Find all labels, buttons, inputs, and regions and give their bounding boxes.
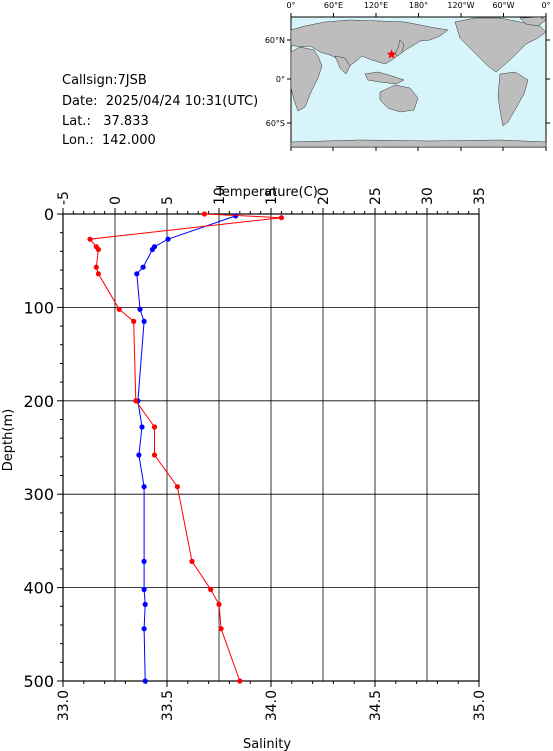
lon-value: 142.000 [102, 133, 156, 148]
salinity-data-point [131, 318, 137, 324]
temperature-data-point [141, 484, 147, 490]
depth-tick-label: 200 [23, 392, 54, 411]
temperature-profile-line [136, 215, 236, 682]
temperature-data-point [139, 424, 145, 430]
temperature-tick-label: 25 [368, 187, 384, 205]
salinity-data-point [87, 236, 93, 242]
temperature-axis-title: Temperature(C) [215, 185, 318, 200]
map-lon-tick-label: 60°E [324, 1, 343, 10]
land-greenland [519, 16, 547, 27]
temperature-data-point [141, 586, 147, 593]
salinity-axis-title: Salinity [243, 737, 291, 751]
map-longitude-ticks: 0° 60°E 120°E 180° 120°W 60°W 0° [286, 1, 551, 17]
land-north-america [454, 17, 547, 73]
temperature-tick-label: 5 [160, 196, 176, 205]
temperature-data-point [137, 306, 143, 312]
chart-grid [62, 213, 480, 682]
chart-series [87, 211, 284, 684]
salinity-tick-label: 35.0 [472, 690, 488, 721]
depth-tick-label: 0 [44, 205, 54, 224]
land-south-america [497, 71, 529, 127]
date-line: Date: 2025/04/24 10:31(UTC) [62, 93, 258, 111]
depth-tick-label: 400 [23, 579, 54, 598]
land-africa [290, 46, 323, 112]
temperature-tick-label: 30 [420, 187, 436, 205]
map-lon-tick-label: 60°W [492, 1, 514, 10]
temperature-tick-label: -5 [56, 191, 72, 205]
map-lat-tick-label: 60°N [265, 36, 285, 45]
depth-tick-label: 300 [23, 485, 54, 504]
station-marker-icon [386, 49, 397, 59]
salinity-data-point [93, 264, 99, 270]
lon-line: Lon.: 142.000 [62, 132, 156, 150]
map-latitude-ticks: 60°N 0° 60°S [265, 36, 550, 128]
salinity-data-point [278, 215, 284, 221]
lon-label: Lon.: [62, 133, 94, 148]
salinity-data-point [218, 626, 224, 632]
map-lat-tick-label: 0° [276, 75, 285, 84]
depth-axis-title: Depth(m) [1, 409, 16, 471]
callsign-label: Callsign: [62, 73, 118, 88]
map-bottom-ticks [290, 147, 547, 151]
date-label: Date: [62, 94, 98, 109]
temperature-tick-label: 20 [316, 187, 332, 205]
temperature-data-point [142, 601, 148, 608]
temperature-data-point [140, 264, 146, 270]
world-map: 0° 60°E 120°E 180° 120°W 60°W 0° 60°N 0° 60°S [265, 1, 551, 151]
salinity-profile-line [89, 213, 282, 682]
temperature-tick-label: 35 [472, 187, 488, 205]
temperature-data-point [149, 246, 155, 253]
callsign-line: Callsign:7JSB [62, 72, 147, 90]
salinity-data-point [95, 271, 101, 277]
map-lon-tick-label: 120°E [364, 1, 388, 10]
salinity-data-point [116, 306, 122, 312]
temperature-data-point [141, 626, 147, 632]
salinity-tick-label: 34.5 [368, 690, 384, 721]
temperature-tick-label: 0 [108, 196, 124, 205]
callsign-value: 7JSB [117, 73, 147, 88]
salinity-data-point [95, 246, 101, 253]
temperature-data-point [165, 236, 171, 242]
salinity-tick-label: 33.5 [160, 690, 176, 721]
depth-tick-label: 100 [23, 298, 54, 317]
temperature-tick-label: 15 [264, 187, 280, 205]
temperature-data-point [136, 452, 142, 458]
temperature-tick-label: 10 [212, 187, 228, 205]
salinity-data-point [208, 586, 214, 593]
map-landmasses [290, 16, 547, 148]
map-lon-tick-label: 0° [541, 1, 550, 10]
salinity-axis: 33.0 33.5 34.0 34.5 35.0 [56, 681, 488, 721]
depth-tick-label: 500 [23, 672, 54, 691]
salinity-data-point [151, 452, 158, 458]
temperature-data-point [142, 678, 148, 684]
salinity-data-point [216, 601, 222, 608]
map-lon-tick-label: 180° [409, 1, 428, 10]
date-value: 2025/04/24 10:31(UTC) [105, 94, 259, 109]
salinity-tick-label: 33.0 [56, 690, 72, 721]
land-india [334, 55, 351, 75]
temperature-axis: -5 0 5 10 15 20 25 30 35 [56, 187, 488, 214]
temperature-data-point [141, 318, 147, 324]
land-japan [394, 39, 405, 57]
salinity-data-point [151, 424, 158, 430]
lat-value: 37.833 [103, 114, 149, 129]
land-indonesia [364, 71, 405, 85]
salinity-data-point [133, 398, 139, 404]
land-australia [379, 84, 419, 113]
map-lon-tick-label: 120°W [447, 1, 474, 10]
map-lon-tick-label: 0° [286, 1, 295, 10]
lat-label: Lat.: [62, 114, 91, 129]
temperature-data-point [141, 558, 147, 565]
salinity-data-point [174, 484, 180, 490]
map-lat-tick-label: 60°S [266, 119, 285, 128]
salinity-data-point [237, 678, 243, 684]
salinity-data-point [189, 558, 195, 565]
depth-axis: 0 100 200 300 400 500 [23, 205, 63, 691]
salinity-data-point [201, 211, 207, 217]
temperature-data-point [134, 271, 140, 277]
salinity-tick-label: 34.0 [264, 690, 280, 721]
lat-line: Lat.: 37.833 [62, 113, 149, 131]
